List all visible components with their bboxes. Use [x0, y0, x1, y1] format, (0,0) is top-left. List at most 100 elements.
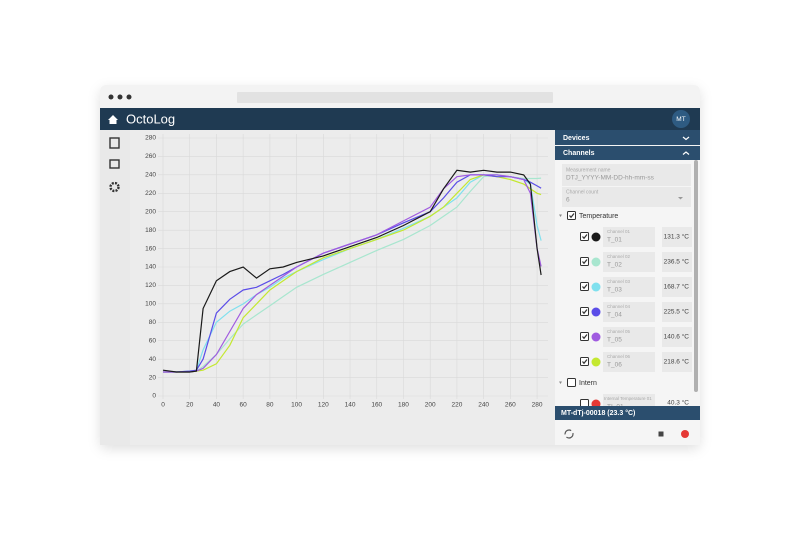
channel-checkbox[interactable]: [580, 332, 589, 341]
check: [582, 359, 588, 365]
home-icon[interactable]: [108, 115, 118, 124]
channel-color: [591, 399, 601, 406]
channel-name: T_05: [607, 337, 622, 344]
check: [582, 234, 588, 240]
y-tick-label: 180: [145, 227, 156, 234]
channel-checkbox[interactable]: [580, 357, 589, 366]
channels-label: Channels: [563, 150, 595, 157]
avatar[interactable]: [672, 110, 690, 128]
channel-label: Channel 03: [607, 279, 631, 284]
input-value: 6: [566, 197, 570, 204]
y-tick-label: 220: [145, 190, 156, 197]
nav-chart-icon[interactable]: [109, 159, 120, 169]
channel-color: [591, 282, 601, 292]
channel-checkbox[interactable]: [580, 307, 589, 316]
channel-name: T_01: [607, 237, 622, 244]
channel-color: [591, 232, 601, 242]
channel-label: Channel 04: [607, 304, 631, 309]
channel-reading: 218.6 °C: [664, 358, 690, 366]
chevron: [682, 136, 690, 141]
grid: [158, 134, 548, 399]
expand-arrow[interactable]: [559, 381, 562, 385]
address-bar[interactable]: [237, 92, 553, 103]
channel-label: Channel 06: [607, 354, 631, 359]
channel-checkbox[interactable]: [580, 257, 589, 266]
channel-reading: 168.7 °C: [664, 283, 690, 291]
channel-name-field[interactable]: [603, 302, 655, 322]
check: [582, 284, 588, 290]
channel-name-field[interactable]: [603, 277, 655, 297]
app-title: OctoLog: [126, 111, 175, 126]
input-label: Channel count: [566, 189, 599, 195]
x-tick-label: 220: [451, 402, 462, 409]
y-tick-label: 20: [149, 374, 157, 381]
channel-name: T_03: [607, 287, 622, 294]
check: [582, 259, 588, 265]
record-button[interactable]: [681, 430, 689, 438]
x-tick-label: 140: [345, 402, 356, 409]
select-arrow: [678, 197, 683, 200]
reading-box: [662, 327, 692, 347]
x-tick-label: 120: [318, 402, 329, 409]
chevron: [682, 151, 690, 155]
sidebar: [100, 130, 130, 445]
y-tick-label: 120: [145, 282, 156, 289]
refresh-button[interactable]: [564, 429, 574, 439]
x-tick-label: 40: [213, 402, 221, 409]
y-tick-label: 60: [149, 337, 157, 344]
y-tick-label: 140: [145, 264, 156, 271]
channel-checkbox[interactable]: [580, 399, 589, 408]
channel-checkbox[interactable]: [580, 282, 589, 291]
x-tick-label: 200: [425, 402, 436, 409]
series-line: [163, 174, 542, 373]
window-dot: [108, 94, 114, 100]
measurement-input[interactable]: [562, 164, 691, 186]
x-tick-label: 240: [478, 402, 489, 409]
channel-name-field[interactable]: [603, 252, 655, 272]
series-line: [162, 169, 542, 373]
input-value: DTJ_YYYY-MM-DD-hh-mm-ss: [566, 175, 655, 182]
channel-name-field[interactable]: [603, 327, 655, 347]
channel-reading: 236.5 °C: [664, 258, 690, 266]
count-select[interactable]: [562, 187, 691, 207]
channel-name: T_02: [607, 262, 622, 269]
channel-name-field[interactable]: [603, 227, 655, 247]
x-tick-label: 100: [291, 402, 302, 409]
x-tick-label: 80: [266, 402, 274, 409]
channel-color: [591, 257, 601, 267]
channel-name: T_04: [607, 312, 622, 319]
avatar-initials: MT: [676, 116, 685, 123]
nav-log-icon[interactable]: [109, 137, 120, 149]
y-tick-label: 80: [149, 319, 157, 326]
stop-button[interactable]: [658, 431, 664, 437]
nav-settings-icon[interactable]: [109, 181, 120, 193]
devices-bar[interactable]: [555, 130, 700, 145]
status-text: MT-dTj-00018 (23.3 °C): [561, 409, 635, 417]
y-tick-label: 200: [145, 208, 156, 215]
channel-label: Channel 05: [607, 329, 631, 334]
reading-box: [662, 302, 692, 322]
window-dot: [117, 94, 123, 100]
expand-arrow[interactable]: [559, 214, 562, 218]
channel-color: [591, 332, 601, 342]
channels-bar[interactable]: [555, 146, 700, 160]
group-checkbox[interactable]: [567, 211, 576, 220]
channel-checkbox[interactable]: [580, 232, 589, 241]
y-tick-label: 240: [145, 172, 156, 179]
x-tick-label: 260: [505, 402, 516, 409]
channel-name-field[interactable]: [603, 394, 655, 414]
group-label: Temperature: [579, 213, 618, 220]
reading-box: [662, 277, 692, 297]
window-dot: [126, 94, 132, 100]
y-tick-label: 0: [152, 393, 156, 400]
y-tick-label: 260: [145, 153, 156, 160]
series-line: [163, 174, 542, 373]
scrollbar[interactable]: [694, 160, 698, 392]
channel-name-field[interactable]: [603, 352, 655, 372]
channel-checkbox[interactable]: [567, 378, 576, 387]
channel-name: TI_01: [607, 404, 624, 411]
reading-box: [662, 352, 692, 372]
channel-color: [591, 307, 601, 317]
check: [569, 213, 575, 219]
